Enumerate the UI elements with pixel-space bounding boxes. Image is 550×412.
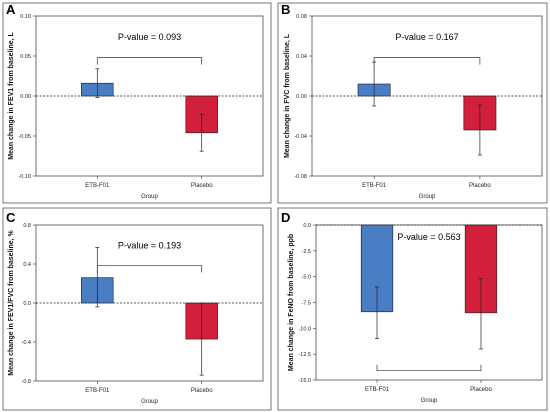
y-tick-label: 0.10 bbox=[20, 14, 31, 20]
significance-bracket bbox=[373, 57, 481, 65]
panel-frame bbox=[2, 207, 272, 411]
category-label: ETB-F01 bbox=[85, 388, 110, 394]
x-axis-title: Group bbox=[141, 399, 158, 405]
y-tick-label: 0.00 bbox=[296, 94, 307, 100]
y-tick-label: 0.8 bbox=[23, 223, 31, 229]
x-axis-title: Group bbox=[419, 194, 436, 200]
panel-d: D 0.0 -2.5 -5.0 -7.5 -10.0 -12.5 -15.0 ETB-F01 Pl… bbox=[277, 207, 548, 411]
panel-letter: D bbox=[281, 210, 290, 225]
y-tick-label: 0.0 bbox=[23, 301, 31, 307]
y-axis-title: Mean change in FEV1 from baseline, L bbox=[8, 31, 15, 159]
p-value-annotation: P-value = 0.093 bbox=[118, 32, 181, 42]
y-tick-label: -0.05 bbox=[18, 134, 31, 140]
y-tick-label: 0.08 bbox=[296, 14, 307, 20]
category-label: Placebo bbox=[191, 183, 213, 189]
y-axis-title: Mean change in FEV1/FVC from baseline, % bbox=[8, 229, 15, 375]
y-tick-label: -7.5 bbox=[302, 301, 311, 307]
panel-b: B 0.08 0.04 0.00 -0.04 -0.08 ETB-F01 Placebo Gro… bbox=[277, 2, 548, 204]
plot-area bbox=[315, 224, 543, 381]
category-label: Placebo bbox=[469, 183, 491, 189]
significance-bracket bbox=[376, 364, 482, 372]
category-label: ETB-F01 bbox=[362, 183, 387, 189]
panel-letter: B bbox=[281, 2, 290, 17]
category-label: ETB-F01 bbox=[85, 183, 110, 189]
category-label: Placebo bbox=[191, 388, 213, 394]
y-tick-label: -12.5 bbox=[298, 352, 311, 358]
y-tick-label: 0.05 bbox=[20, 54, 31, 60]
y-tick-label: -0.8 bbox=[22, 379, 31, 385]
y-tick-label: -10.0 bbox=[298, 326, 311, 332]
y-axis-title: Mean change in FeNO from baseline, ppb bbox=[288, 234, 295, 371]
y-tick-label: -0.10 bbox=[18, 174, 31, 180]
y-tick-label: -0.04 bbox=[294, 134, 307, 140]
panel-a: A 0.10 0.05 0.00 -0.05 -0.10 ETB-F01 Placebo Gro… bbox=[2, 2, 272, 204]
x-axis-title: Group bbox=[421, 398, 438, 404]
y-tick-label: -0.08 bbox=[294, 174, 307, 180]
y-tick-label: 0.00 bbox=[20, 94, 31, 100]
y-tick-label: -15.0 bbox=[298, 378, 311, 384]
category-label: Placebo bbox=[470, 387, 492, 393]
y-tick-label: -2.5 bbox=[302, 249, 311, 255]
p-value-annotation: P-value = 0.563 bbox=[397, 232, 460, 242]
panel-letter: C bbox=[6, 210, 16, 225]
significance-bracket bbox=[96, 265, 203, 273]
y-tick-label: 0.04 bbox=[296, 54, 307, 60]
panel-c: C 0.8 0.4 0.0 -0.4 -0.8 ETB-F01 Placebo Group Mea… bbox=[2, 207, 272, 411]
significance-bracket bbox=[96, 57, 203, 65]
y-tick-label: 0.0 bbox=[303, 223, 311, 229]
panel-letter: A bbox=[6, 2, 16, 17]
panel-frame bbox=[2, 2, 272, 204]
category-label: ETB-F01 bbox=[365, 387, 390, 393]
x-axis-title: Group bbox=[141, 194, 158, 200]
y-tick-label: -5.0 bbox=[302, 275, 311, 281]
y-tick-label: 0.4 bbox=[23, 262, 31, 268]
panel-frame bbox=[277, 2, 548, 204]
p-value-annotation: P-value = 0.193 bbox=[118, 240, 181, 250]
p-value-annotation: P-value = 0.167 bbox=[395, 32, 458, 42]
y-tick-label: -0.4 bbox=[22, 340, 31, 346]
panel-frame bbox=[277, 207, 548, 411]
y-axis-title: Mean change in FVC from baseline, L bbox=[284, 33, 291, 158]
